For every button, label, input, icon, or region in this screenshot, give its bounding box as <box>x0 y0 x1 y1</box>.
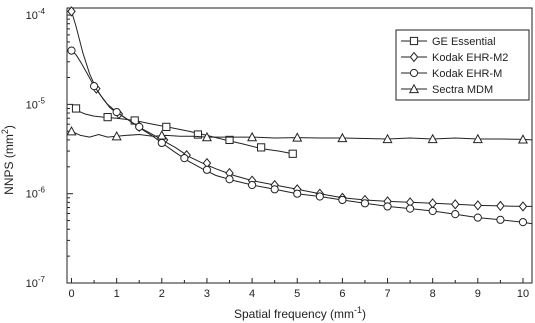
data-point <box>71 104 81 113</box>
legend-item: Sectra MDM <box>401 83 493 96</box>
data-point <box>383 202 392 211</box>
data-point <box>162 122 171 131</box>
data-point <box>382 133 393 144</box>
data-point <box>406 204 415 213</box>
y-axis: 10-4 10-5 10-6 10-7 <box>26 7 73 290</box>
legend-label: GE Essential <box>432 36 496 48</box>
data-point <box>225 175 234 184</box>
legend-item: GE Essential <box>401 36 496 48</box>
data-point <box>428 198 437 209</box>
data-point <box>360 199 370 208</box>
data-point <box>67 46 76 55</box>
y-tick-label: 10-4 <box>26 7 46 22</box>
legend-marker <box>409 36 419 46</box>
series-kodak-ehr-m <box>67 46 533 227</box>
x-tick-label: 4 <box>249 288 255 300</box>
data-point <box>337 132 348 143</box>
legend-item: Kodak EHR-M <box>401 68 502 80</box>
legend: GE Essential Kodak EHR-M2 Kodak EHR-M Sectr… <box>395 29 530 101</box>
data-point <box>293 189 302 198</box>
data-point <box>428 206 437 216</box>
data-point <box>201 131 212 142</box>
data-point <box>157 138 166 148</box>
data-point <box>496 200 505 212</box>
series-line <box>73 106 293 155</box>
plot-border <box>66 7 533 284</box>
data-point <box>451 199 460 210</box>
data-point <box>247 131 258 142</box>
x-tick-label: 10 <box>517 288 529 300</box>
data-point <box>315 192 324 201</box>
y-axis-label: NNPS (mm2) <box>0 125 16 195</box>
data-point <box>202 165 212 174</box>
legend-box <box>395 29 530 101</box>
series-ge-essential <box>71 104 297 158</box>
data-point <box>156 130 167 140</box>
data-point <box>472 133 483 144</box>
data-point <box>193 130 203 139</box>
x-tick-label: 2 <box>159 288 165 300</box>
data-point <box>292 132 303 142</box>
x-tick-label: 9 <box>475 288 481 300</box>
data-point <box>112 107 121 117</box>
y-tick-label: 10-5 <box>26 96 46 111</box>
data-point <box>338 195 347 205</box>
data-point <box>518 201 528 212</box>
data-point <box>517 134 529 144</box>
data-point <box>103 113 112 122</box>
legend-label: Kodak EHR-M2 <box>432 52 508 64</box>
data-point <box>135 122 144 131</box>
data-point <box>427 133 438 144</box>
data-point <box>270 185 279 194</box>
legend-marker <box>408 83 420 94</box>
y-tick-label: 10-7 <box>26 275 46 290</box>
x-tick-label: 5 <box>294 288 300 300</box>
legend-label: Sectra MDM <box>432 84 493 96</box>
x-tick-label: 6 <box>339 288 345 300</box>
data-point <box>67 6 76 17</box>
x-tick-label: 8 <box>430 288 436 300</box>
data-point <box>247 180 257 190</box>
series-layer <box>66 6 533 227</box>
x-axis: 0 1 2 3 4 5 6 7 8 9 10 <box>68 278 529 300</box>
data-point <box>473 200 483 211</box>
data-point <box>66 126 77 136</box>
x-tick-label: 7 <box>384 288 390 300</box>
legend-label: Kodak EHR-M <box>432 68 502 80</box>
x-axis-label: Spatial frequency (mm-1) <box>234 305 366 321</box>
series-sectra-mdm <box>66 126 533 144</box>
data-point <box>496 215 505 224</box>
data-point <box>518 218 528 227</box>
x-tick-label: 1 <box>114 288 120 300</box>
data-point <box>225 135 234 145</box>
data-point <box>111 130 122 141</box>
legend-marker <box>409 51 419 63</box>
data-point <box>180 154 189 163</box>
x-tick-label: 0 <box>68 288 74 300</box>
y-tick-label: 10-6 <box>26 186 46 201</box>
legend-item: Kodak EHR-M2 <box>401 51 508 64</box>
plot-frame <box>66 7 533 284</box>
data-point <box>473 213 482 222</box>
legend-marker <box>409 68 419 78</box>
data-point <box>451 210 460 219</box>
data-point <box>288 149 297 158</box>
data-point <box>257 143 266 152</box>
x-tick-label: 3 <box>204 288 210 300</box>
series-line <box>71 130 533 141</box>
data-point <box>89 82 99 91</box>
